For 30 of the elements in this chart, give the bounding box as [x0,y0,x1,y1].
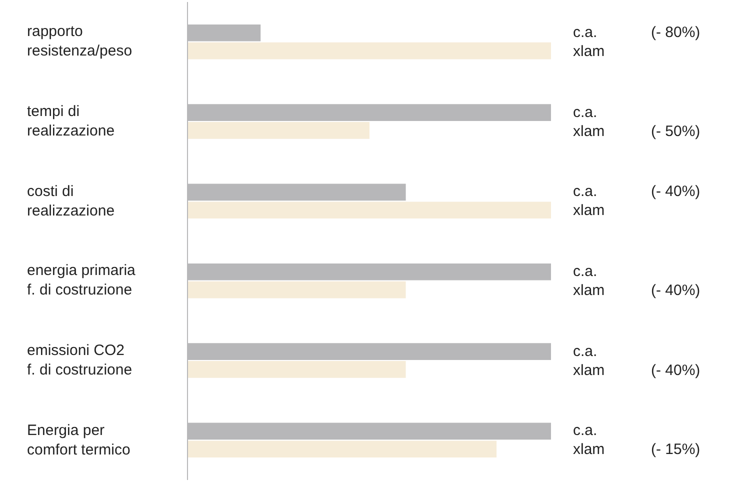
text: xlam [573,362,605,379]
bar [188,281,406,298]
text: xlam [573,123,605,140]
text: xlam [573,202,605,219]
bar [188,361,406,378]
y-tick-label: rapporto resistenza/peso [27,23,132,60]
text: c.a. [573,422,598,439]
bar [188,122,370,139]
bar [188,42,551,60]
y-tick-label: Energia per comfort termico [27,422,130,458]
bar [188,440,497,458]
text: (- 50%) [651,123,700,140]
y-tick-label: tempi di realizzazione [27,103,115,140]
text: (- 80%) [651,24,700,41]
text: c.a. [573,263,598,280]
text: c.a. [573,343,598,360]
y-tick-label: costi di realizzazione [27,183,115,220]
y-tick-label: emissioni CO2 f. di costruzione [27,342,132,378]
text: xlam [573,441,605,458]
series-label: xlam [573,43,605,60]
text: c.a. [573,24,598,41]
text: (- 40%) [651,183,700,200]
text: c.a. [573,183,598,200]
y-tick-label: energia primaria f. di costruzione [27,262,136,298]
text: (- 40%) [651,282,700,299]
text: xlam [573,282,605,299]
text: (- 40%) [651,362,700,379]
series-label: c.a. [573,104,598,121]
bar [188,202,551,219]
text: (- 15%) [651,441,700,458]
